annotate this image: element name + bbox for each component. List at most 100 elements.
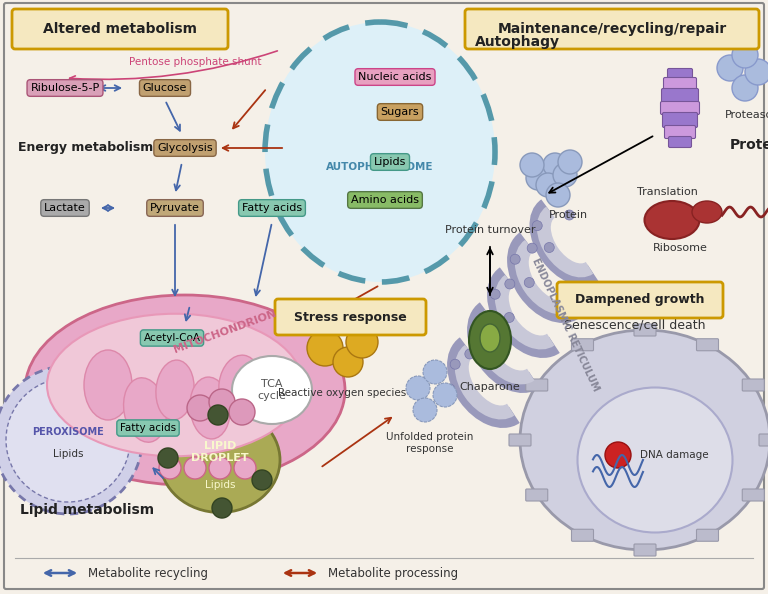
Text: Chaparone: Chaparone	[459, 382, 521, 392]
Circle shape	[346, 326, 378, 358]
Text: Fatty acids: Fatty acids	[242, 203, 302, 213]
FancyBboxPatch shape	[697, 339, 719, 350]
Ellipse shape	[480, 324, 500, 352]
Text: Acetyl-CoA: Acetyl-CoA	[144, 333, 200, 343]
Circle shape	[187, 395, 213, 421]
Ellipse shape	[232, 356, 312, 424]
Ellipse shape	[47, 314, 303, 456]
Ellipse shape	[219, 355, 261, 415]
Ellipse shape	[160, 407, 280, 513]
FancyBboxPatch shape	[465, 9, 759, 49]
Circle shape	[212, 498, 232, 518]
FancyBboxPatch shape	[12, 9, 228, 49]
Circle shape	[717, 55, 743, 81]
Text: Protein turnover: Protein turnover	[445, 225, 535, 235]
Circle shape	[745, 59, 768, 85]
Circle shape	[229, 399, 255, 425]
Text: Lipids: Lipids	[374, 157, 406, 167]
FancyBboxPatch shape	[526, 489, 548, 501]
FancyBboxPatch shape	[275, 299, 426, 335]
Text: Pentose phosphate shunt: Pentose phosphate shunt	[129, 57, 261, 67]
Text: Lipid metabolism: Lipid metabolism	[20, 503, 154, 517]
Circle shape	[526, 166, 550, 190]
Circle shape	[520, 153, 544, 177]
Circle shape	[525, 277, 535, 287]
Circle shape	[184, 457, 206, 479]
Ellipse shape	[124, 378, 167, 442]
Text: Unfolded protein
response: Unfolded protein response	[386, 432, 474, 454]
Circle shape	[505, 312, 515, 323]
FancyBboxPatch shape	[759, 434, 768, 446]
FancyBboxPatch shape	[664, 125, 696, 138]
Text: AUTOPHAGOSOME: AUTOPHAGOSOME	[326, 162, 434, 172]
Text: Lactate: Lactate	[44, 203, 86, 213]
Circle shape	[465, 349, 475, 359]
FancyBboxPatch shape	[571, 529, 594, 541]
FancyBboxPatch shape	[660, 102, 700, 115]
Circle shape	[510, 254, 520, 264]
FancyBboxPatch shape	[526, 379, 548, 391]
Circle shape	[546, 183, 570, 207]
Circle shape	[536, 173, 560, 197]
FancyBboxPatch shape	[634, 324, 656, 336]
Ellipse shape	[84, 350, 132, 420]
Text: DNA damage: DNA damage	[640, 450, 709, 460]
Ellipse shape	[25, 295, 345, 485]
Text: Amino acids: Amino acids	[351, 195, 419, 205]
FancyBboxPatch shape	[571, 339, 594, 350]
Circle shape	[564, 210, 574, 220]
Circle shape	[732, 75, 758, 101]
Circle shape	[553, 163, 577, 187]
Circle shape	[527, 243, 537, 253]
Circle shape	[209, 457, 231, 479]
Circle shape	[208, 405, 228, 425]
Circle shape	[470, 324, 480, 334]
FancyBboxPatch shape	[667, 68, 693, 80]
Circle shape	[558, 150, 582, 174]
Text: Stress response: Stress response	[294, 311, 407, 324]
Text: Dampened growth: Dampened growth	[575, 293, 705, 307]
FancyBboxPatch shape	[557, 282, 723, 318]
FancyBboxPatch shape	[668, 137, 691, 147]
FancyBboxPatch shape	[4, 3, 764, 589]
Circle shape	[413, 398, 437, 422]
Circle shape	[209, 389, 235, 415]
FancyBboxPatch shape	[664, 77, 697, 90]
Text: Senescence/cell death: Senescence/cell death	[564, 318, 706, 331]
Text: Lipids: Lipids	[53, 449, 83, 459]
Circle shape	[333, 347, 363, 377]
FancyBboxPatch shape	[742, 489, 764, 501]
Ellipse shape	[6, 378, 130, 502]
Text: Sugars: Sugars	[381, 107, 419, 117]
Ellipse shape	[578, 387, 733, 532]
Circle shape	[732, 42, 758, 68]
Text: Lipids: Lipids	[205, 480, 235, 490]
Circle shape	[252, 470, 272, 490]
Text: Ribulose-5-P: Ribulose-5-P	[31, 83, 100, 93]
Circle shape	[450, 359, 460, 369]
Text: LIPID
DROPLET: LIPID DROPLET	[191, 441, 249, 463]
Circle shape	[406, 376, 430, 400]
FancyBboxPatch shape	[661, 89, 699, 103]
Text: TCA
cycle: TCA cycle	[257, 379, 286, 401]
Circle shape	[485, 314, 495, 324]
Text: Proteostasis: Proteostasis	[730, 138, 768, 152]
FancyBboxPatch shape	[742, 379, 764, 391]
Text: Maintenance/recycling/repair: Maintenance/recycling/repair	[498, 22, 727, 36]
Text: Proteasome: Proteasome	[725, 110, 768, 120]
Circle shape	[423, 360, 447, 384]
Text: Metabolite processing: Metabolite processing	[328, 567, 458, 580]
Ellipse shape	[0, 366, 142, 514]
Text: Metabolite recycling: Metabolite recycling	[88, 567, 208, 580]
Circle shape	[158, 448, 178, 468]
FancyBboxPatch shape	[697, 529, 719, 541]
Circle shape	[532, 220, 542, 230]
Ellipse shape	[520, 330, 768, 550]
Ellipse shape	[692, 201, 722, 223]
Text: Fatty acids: Fatty acids	[120, 423, 176, 433]
Text: MITOCHONDRION: MITOCHONDRION	[172, 309, 278, 355]
Text: Autophagy: Autophagy	[475, 35, 560, 49]
Text: Protein: Protein	[548, 210, 588, 220]
Circle shape	[485, 347, 495, 358]
Text: Ribosome: Ribosome	[653, 243, 707, 253]
